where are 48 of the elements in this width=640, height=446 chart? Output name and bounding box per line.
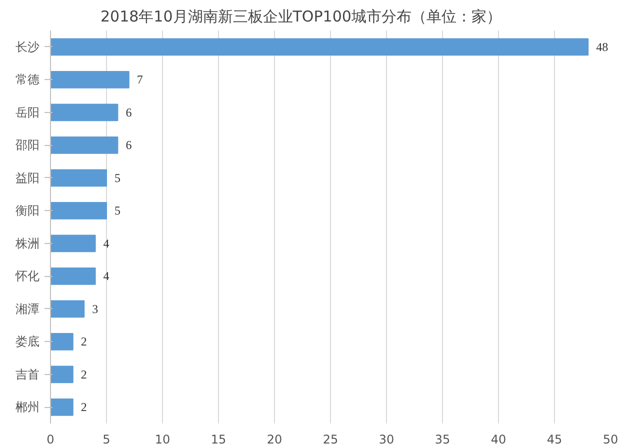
y-tick-label: 郴州 [16, 400, 40, 414]
x-tick-label: 50 [602, 432, 618, 446]
y-tick-label: 邵阳 [16, 138, 40, 152]
x-tick-label: 20 [266, 432, 282, 446]
x-tick-label: 0 [46, 432, 54, 446]
y-tick-label: 株洲 [14, 236, 40, 250]
x-tick-label: 25 [322, 432, 338, 446]
bar [50, 169, 107, 187]
data-label: 4 [103, 269, 110, 284]
bar [50, 202, 107, 220]
data-label: 2 [80, 400, 87, 414]
y-tick-label: 吉首 [16, 367, 40, 382]
x-tick-label: 10 [154, 432, 170, 446]
x-tick-label: 30 [378, 432, 394, 446]
data-label: 6 [126, 105, 132, 120]
x-tick-label: 5 [102, 432, 110, 446]
bar [50, 104, 118, 122]
data-label: 3 [92, 302, 98, 316]
data-label: 2 [80, 367, 87, 382]
x-tick-label: 35 [434, 432, 450, 446]
bar [50, 300, 85, 318]
bar [50, 398, 74, 416]
x-tick-label: 40 [490, 432, 506, 446]
data-label: 6 [126, 138, 132, 152]
bar [50, 234, 96, 252]
bar [50, 332, 74, 350]
data-label: 4 [103, 236, 110, 250]
data-label: 48 [596, 40, 608, 54]
data-label: 2 [80, 334, 87, 349]
y-tick-label: 常德 [16, 72, 40, 87]
y-tick-label: 怀化 [14, 269, 40, 284]
x-tick-label: 45 [546, 432, 562, 446]
y-tick-label: 长沙 [16, 40, 40, 54]
bar [50, 38, 589, 56]
y-tick-label: 衡阳 [16, 204, 40, 218]
data-label: 7 [136, 72, 143, 87]
bar [50, 366, 74, 384]
y-tick-label: 益阳 [16, 170, 40, 185]
y-tick-label: 湘潭 [16, 302, 40, 316]
data-label: 5 [114, 204, 120, 218]
x-tick-label: 15 [210, 432, 226, 446]
bar [50, 136, 118, 154]
bar [50, 267, 96, 285]
bar [50, 70, 130, 88]
chart-title: 2018年10月湖南新三板企业TOP100城市分布（单位：家） [100, 8, 502, 26]
y-tick-label: 岳阳 [16, 105, 40, 120]
y-tick-label: 娄底 [16, 334, 40, 349]
data-label: 5 [114, 170, 120, 185]
